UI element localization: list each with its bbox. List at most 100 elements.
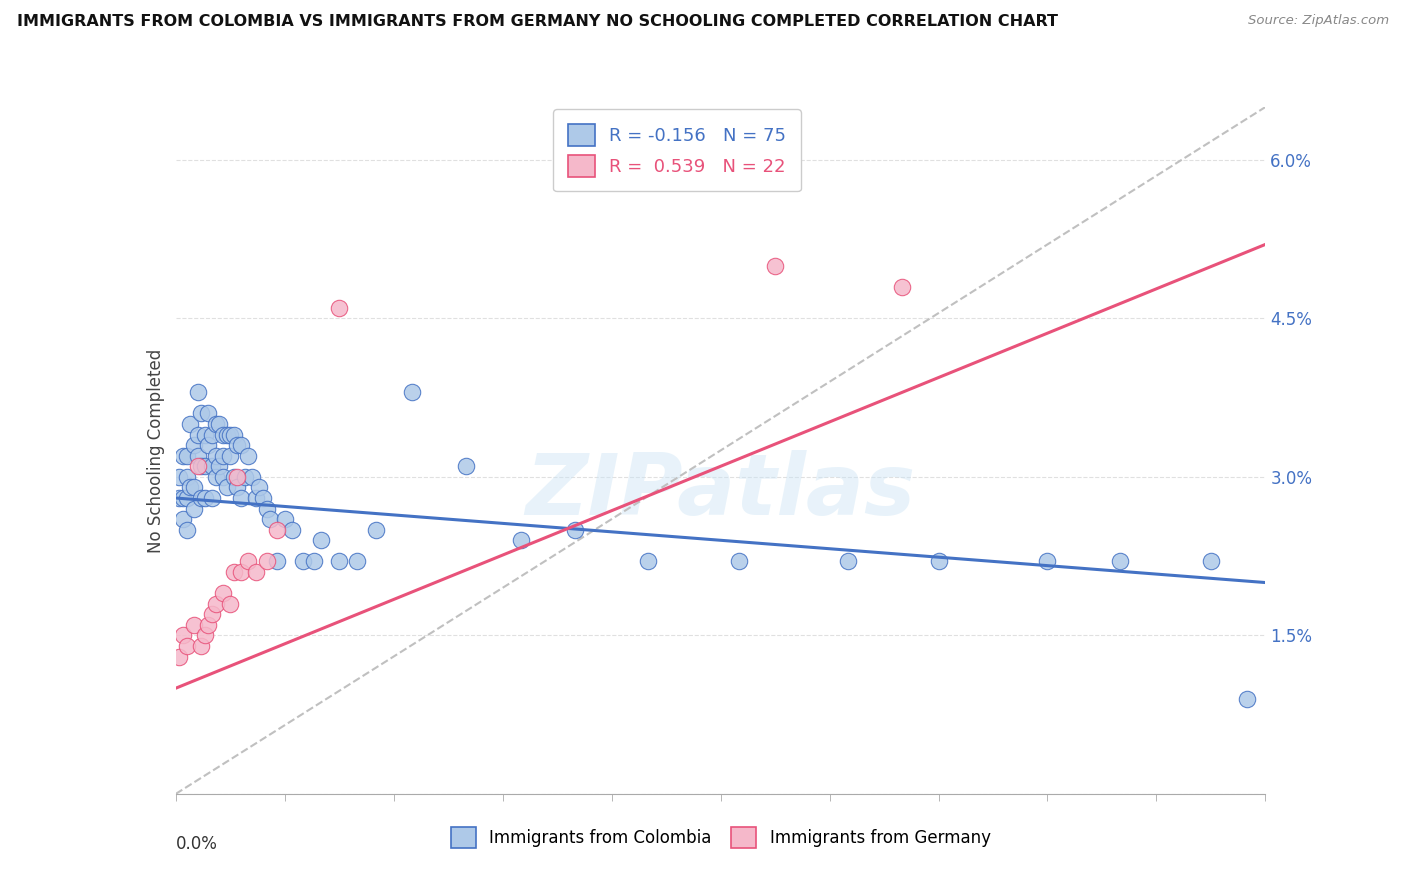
Point <box>176 449 198 463</box>
Point <box>564 523 586 537</box>
Point <box>247 480 270 494</box>
Point <box>186 427 209 442</box>
Point <box>215 480 238 494</box>
Point <box>364 523 387 537</box>
Point <box>194 427 217 442</box>
Y-axis label: No Schooling Completed: No Schooling Completed <box>146 349 165 552</box>
Point <box>456 459 478 474</box>
Point <box>176 639 198 653</box>
Point <box>245 491 267 505</box>
Point <box>222 565 245 579</box>
Text: ZIPatlas: ZIPatlas <box>526 450 915 533</box>
Point <box>928 554 950 568</box>
Point <box>1199 554 1222 568</box>
Point <box>837 554 859 568</box>
Point <box>169 491 191 505</box>
Point <box>186 449 209 463</box>
Point <box>328 554 350 568</box>
Point <box>190 639 212 653</box>
Point <box>266 554 288 568</box>
Point <box>179 417 201 431</box>
Point <box>186 385 209 400</box>
Point <box>891 279 914 293</box>
Point <box>281 523 304 537</box>
Point <box>222 427 245 442</box>
Point <box>259 512 281 526</box>
Point <box>176 523 198 537</box>
Point <box>183 438 205 452</box>
Point <box>266 523 288 537</box>
Point <box>212 449 235 463</box>
Point <box>240 470 263 484</box>
Point <box>291 554 314 568</box>
Point <box>302 554 325 568</box>
Point <box>238 554 260 568</box>
Point <box>309 533 332 548</box>
Point <box>204 470 226 484</box>
Point <box>328 301 350 315</box>
Point <box>183 501 205 516</box>
Point <box>219 597 242 611</box>
Point <box>231 491 253 505</box>
Point <box>208 459 231 474</box>
Point <box>194 628 217 642</box>
Point <box>201 607 224 622</box>
Point <box>231 565 253 579</box>
Point <box>201 459 224 474</box>
Point <box>212 427 235 442</box>
Point <box>172 491 194 505</box>
Point <box>215 427 238 442</box>
Text: 0.0%: 0.0% <box>176 835 218 853</box>
Point <box>763 259 786 273</box>
Point <box>204 449 226 463</box>
Point <box>169 649 191 664</box>
Point <box>274 512 297 526</box>
Point <box>226 480 249 494</box>
Point <box>1236 691 1258 706</box>
Point <box>346 554 368 568</box>
Point <box>194 459 217 474</box>
Point <box>245 565 267 579</box>
Point <box>727 554 749 568</box>
Point <box>233 470 256 484</box>
Point <box>183 617 205 632</box>
Point <box>190 407 212 421</box>
Point <box>197 438 219 452</box>
Point <box>179 480 201 494</box>
Point <box>256 554 278 568</box>
Point <box>183 480 205 494</box>
Point <box>222 470 245 484</box>
Point <box>204 417 226 431</box>
Point <box>226 470 249 484</box>
Point <box>176 491 198 505</box>
Point <box>637 554 659 568</box>
Point <box>194 491 217 505</box>
Text: Source: ZipAtlas.com: Source: ZipAtlas.com <box>1249 14 1389 28</box>
Point <box>201 491 224 505</box>
Point <box>172 628 194 642</box>
Point <box>231 438 253 452</box>
Point <box>509 533 531 548</box>
Point <box>172 449 194 463</box>
Point <box>252 491 274 505</box>
Point <box>197 617 219 632</box>
Point <box>190 491 212 505</box>
Point <box>176 470 198 484</box>
Point <box>219 427 242 442</box>
Point <box>204 597 226 611</box>
Point <box>226 438 249 452</box>
Point <box>401 385 423 400</box>
Point <box>169 470 191 484</box>
Point <box>208 417 231 431</box>
Point <box>1109 554 1132 568</box>
Text: IMMIGRANTS FROM COLOMBIA VS IMMIGRANTS FROM GERMANY NO SCHOOLING COMPLETED CORRE: IMMIGRANTS FROM COLOMBIA VS IMMIGRANTS F… <box>17 14 1057 29</box>
Point <box>238 449 260 463</box>
Point <box>1036 554 1059 568</box>
Point <box>212 470 235 484</box>
Legend: Immigrants from Colombia, Immigrants from Germany: Immigrants from Colombia, Immigrants fro… <box>444 821 997 855</box>
Point <box>219 449 242 463</box>
Point <box>172 512 194 526</box>
Point <box>256 501 278 516</box>
Point <box>201 427 224 442</box>
Point <box>212 586 235 600</box>
